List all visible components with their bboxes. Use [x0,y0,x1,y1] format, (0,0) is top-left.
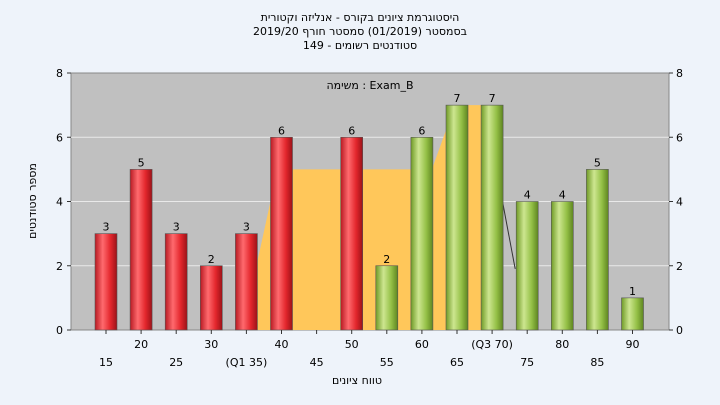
bar-value-label: 7 [454,92,461,105]
bar-value-label: 3 [243,221,250,234]
y-tick-label-left: 4 [56,196,63,209]
y-tick-label-right: 0 [676,324,683,337]
x-tick-label: 55 [380,356,394,369]
x-tick-label: 75 [520,356,534,369]
x-tick-label: 85 [590,356,604,369]
x-tick-label: 20 [134,338,148,351]
x-tick-label: (Q3 70) [471,338,513,351]
bar [200,265,223,331]
y-tick-label-right: 6 [676,131,683,144]
x-tick-label: 30 [204,338,218,351]
chart-title-line1: היסטוגרמת ציונים בקורס - אנליזה וקטורית [261,11,460,24]
bar [480,104,504,331]
bar [270,136,293,331]
bar-value-label: 6 [348,124,355,137]
bar-value-label: 4 [524,189,531,202]
task-label: משימה : Exam_B [326,79,413,92]
x-tick-label: 60 [415,338,429,351]
bar [235,233,258,331]
bar-value-label: 5 [594,156,601,169]
x-tick-label: 45 [310,356,324,369]
bar [340,136,364,331]
bar-value-label: 2 [208,253,215,266]
x-tick-label: 40 [275,338,289,351]
x-tick-label: (Q1 35) [226,356,268,369]
bar-value-label: 1 [629,285,636,298]
bar-value-label: 7 [489,92,496,105]
y-tick-label-right: 8 [676,67,683,80]
bar-value-label: 6 [278,124,285,137]
x-axis-label: טווח ציונים [332,374,382,387]
y-tick-label-left: 8 [56,67,63,80]
bar [550,201,574,331]
bar [129,169,153,331]
x-tick-label: 80 [555,338,569,351]
bar [515,201,539,331]
bar [621,297,644,331]
bar [445,104,469,331]
bar [94,233,118,331]
bar-value-label: 2 [383,253,390,266]
bar-value-label: 3 [173,221,180,234]
y-tick-label-left: 2 [56,260,63,273]
x-tick-label: 65 [450,356,464,369]
bar-value-label: 5 [138,156,145,169]
bar-value-label: 4 [559,189,566,202]
bar [375,265,399,331]
x-tick-label: 50 [345,338,359,351]
x-tick-label: 25 [169,356,183,369]
chart-title-line3: סטודנטים רשומים - 149 [303,39,417,52]
y-tick-label-left: 6 [56,131,63,144]
bar-value-label: 3 [103,221,110,234]
y-tick-label-left: 0 [56,324,63,337]
x-tick-label: 90 [626,338,640,351]
chart-title-line2: בסמסטר (01/2019) סמסטר חורף 2019/20 [253,25,467,38]
x-tick-label: 15 [99,356,113,369]
y-tick-label-right: 4 [676,196,683,209]
bar [410,136,434,331]
bars-group: 3 5 3 2 3 6 6 2 6 7 7 4 4 5 1 [94,92,644,331]
bar-value-label: 6 [418,124,425,137]
y-tick-label-right: 2 [676,260,683,273]
y-axis-label: מספר סטודנטים [26,163,39,239]
bar [164,233,188,331]
bar [586,169,609,331]
